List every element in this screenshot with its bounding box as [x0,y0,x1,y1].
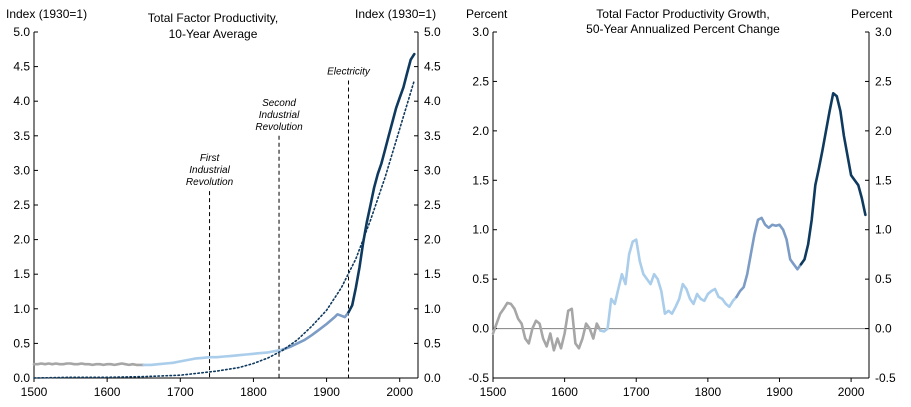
chart1-series-line-post-1930 [799,92,867,266]
chart1-ytick-label-left: -0.5 [468,371,489,385]
chart1-series-line-pre-1650 [491,301,602,352]
right-chart-plot-area: -0.5 -0.5 0.0 0.0 0.5 0.5 1.0 1.0 1.5 1.5 2.0 2.0 2.… [468,25,896,399]
chart1-ytick-label-right: 2.5 [875,74,892,88]
chart0-xtick-label: 1700 [167,385,194,399]
chart1-xtick-label: 1600 [551,385,578,399]
chart0-annotation-label-first: Industrial [189,165,230,176]
chart0-annotation-label-second: Revolution [255,122,303,133]
chart0-series-line-post-1930 [347,52,416,314]
left-chart-subtitle: 10-Year Average [169,27,258,41]
chart1-ytick-label-right: 1.5 [875,173,892,187]
chart0-ytick-label-left: 3.0 [13,163,30,177]
chart1-xtick-label: 1800 [695,385,722,399]
chart1-xtick-label: 1700 [623,385,650,399]
left-chart-title: Total Factor Productivity, [148,11,279,25]
right-chart-title: Total Factor Productivity Growth, [596,7,769,21]
left-chart-ylabel-left: Index (1930=1) [6,7,87,21]
chart1-ytick-label-left: 1.5 [472,173,489,187]
chart1-ytick-label-right: 0.5 [875,272,892,286]
chart0-annotation-label-second: Industrial [259,110,300,121]
chart0-ytick-label-right: 0.0 [424,371,441,385]
chart1-ytick-label-left: 0.5 [472,272,489,286]
chart0-annotation-label-second: Second [262,98,296,109]
chart0-ytick-label-right: 2.5 [424,198,441,212]
chart0-series-line-pre-1650 [32,362,145,367]
chart1-ytick-label-left: 0.0 [472,322,489,336]
chart1-ytick-label-left: 1.0 [472,223,489,237]
chart1-series-line-1650-1840 [599,238,738,333]
chart0-ytick-label-right: 3.5 [424,129,441,143]
chart1-ytick-label-left: 3.0 [472,25,489,39]
chart0-ytick-label-left: 4.5 [13,60,30,74]
chart1-ytick-label-left: 2.5 [472,74,489,88]
chart0-series-line-trend [33,79,416,379]
chart1-xtick-label: 1500 [480,385,507,399]
chart0-ytick-label-left: 2.5 [13,198,30,212]
chart0-ytick-label-left: 1.5 [13,267,30,281]
chart0-xtick-label: 1500 [21,385,48,399]
chart0-series-line-1840-1930 [281,311,350,351]
chart0-ytick-label-right: 4.5 [424,60,441,74]
chart0-ytick-label-right: 1.0 [424,302,441,316]
chart0-annotation-label-first: First [200,153,221,164]
chart0-annotation-label-first: Revolution [186,177,234,188]
left-chart-plot-area: 0.0 0.0 0.5 0.5 1.0 1.0 1.5 1.5 2.0 2.0 2.5 2.5 3.0 3… [13,25,441,399]
chart0-ytick-label-left: 3.5 [13,129,30,143]
chart0-ytick-label-right: 4.0 [424,94,441,108]
chart1-ytick-label-right: 1.0 [875,223,892,237]
chart0-xtick-label: 2000 [386,385,413,399]
chart0-ytick-label-left: 1.0 [13,302,30,316]
chart0-ytick-label-right: 0.5 [424,336,441,350]
right-chart-ylabel-right: Percent [851,7,893,21]
right-chart-ylabel-left: Percent [466,7,508,21]
chart0-ytick-label-right: 1.5 [424,267,441,281]
chart0-ytick-label-right: 2.0 [424,233,441,247]
chart1-ytick-label-right: 0.0 [875,322,892,336]
chart0-ytick-label-right: 5.0 [424,25,441,39]
chart0-xtick-label: 1600 [94,385,121,399]
chart0-ytick-label-left: 0.5 [13,336,30,350]
chart0-annotation-label-electricity: Electricity [327,66,371,77]
chart1-series-line-1840-1930 [735,216,803,299]
right-chart-panel: Percent Percent Total Factor Productivit… [466,7,896,399]
chart1-xtick-label: 1900 [766,385,793,399]
chart0-series-line-1650-1840 [142,348,284,367]
chart0-xtick-label: 1800 [240,385,267,399]
left-chart-panel: Index (1930=1) Index (1930=1) Total Fact… [6,7,441,399]
chart1-ytick-label-left: 2.0 [472,124,489,138]
right-chart-subtitle: 50-Year Annualized Percent Change [586,22,780,36]
chart0-ytick-label-left: 4.0 [13,94,30,108]
chart1-ytick-label-right: 3.0 [875,25,892,39]
chart1-xtick-label: 2000 [838,385,865,399]
chart0-ytick-label-right: 3.0 [424,163,441,177]
chart0-ytick-label-left: 0.0 [13,371,30,385]
chart1-ytick-label-right: -0.5 [875,371,896,385]
chart1-ytick-label-right: 2.0 [875,124,892,138]
left-chart-ylabel-right: Index (1930=1) [355,7,436,21]
chart0-ytick-label-left: 2.0 [13,233,30,247]
chart0-ytick-label-left: 5.0 [13,25,30,39]
chart0-xtick-label: 1900 [313,385,340,399]
